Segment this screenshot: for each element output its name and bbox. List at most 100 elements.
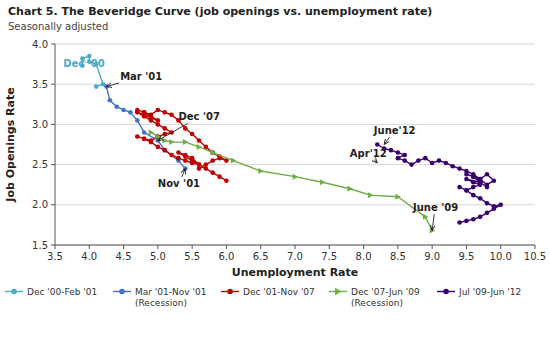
marker	[347, 186, 352, 192]
legend-label: Dec '07-Jun '09(Recession)	[351, 287, 420, 308]
marker	[464, 188, 469, 193]
tick-label: 4.5	[116, 251, 132, 262]
tick-mark	[51, 245, 55, 246]
marker	[423, 156, 428, 161]
marker	[396, 156, 401, 161]
marker	[135, 110, 140, 115]
annotation-text: Nov '01	[158, 178, 200, 189]
marker	[169, 112, 174, 117]
marker	[149, 129, 154, 135]
marker	[457, 185, 462, 190]
tick-mark	[123, 245, 124, 249]
marker	[224, 178, 229, 183]
annotation-arrow	[158, 123, 188, 140]
tick-label: 9.0	[424, 251, 440, 262]
legend-label-line: Dec '00-Feb '01	[27, 287, 97, 297]
marker	[197, 162, 202, 167]
marker	[183, 139, 188, 145]
annotation-text: Dec '07	[178, 111, 220, 122]
tick-label: 4.0	[81, 251, 97, 262]
tick-mark	[192, 245, 193, 249]
marker	[409, 162, 414, 167]
marker	[478, 177, 483, 182]
tick-mark	[51, 164, 55, 165]
legend-label-line: Dec '07-Jun '09	[351, 287, 420, 297]
marker	[464, 169, 469, 174]
annotations: Dec '00Mar '01Dec '07Nov '01June'12Apr'1…	[63, 58, 458, 231]
marker	[135, 134, 140, 139]
marker	[119, 289, 125, 295]
marker	[183, 126, 188, 131]
grid-line	[55, 164, 535, 165]
tick-label: 8.5	[390, 251, 406, 262]
marker	[135, 118, 140, 123]
legend-label-line: (Recession)	[351, 298, 403, 308]
legend-label-line: Dec '01-Nov '07	[243, 287, 315, 297]
legend-label-line: (Recession)	[135, 298, 187, 308]
annotation-text: Dec '00	[63, 58, 105, 69]
grid-line	[55, 204, 535, 205]
marker	[478, 196, 483, 201]
marker	[450, 164, 455, 169]
marker	[396, 150, 401, 155]
tick-mark	[89, 245, 90, 249]
marker	[210, 170, 215, 175]
marker	[389, 148, 394, 153]
tick-label: 3.5	[32, 79, 48, 90]
tick-mark	[157, 245, 158, 249]
tick-label: 6.0	[218, 251, 234, 262]
tick-label: 3.0	[32, 119, 48, 130]
marker	[176, 156, 181, 161]
marker	[210, 158, 215, 163]
tick-mark	[397, 245, 398, 249]
marker	[478, 177, 483, 182]
series-line	[137, 110, 226, 181]
marker	[197, 138, 202, 143]
tick-label: 5.0	[150, 251, 166, 262]
marker	[471, 180, 476, 185]
tick-label: 6.5	[253, 251, 269, 262]
marker	[204, 162, 209, 167]
marker	[437, 158, 442, 163]
tick-label: 10.5	[524, 251, 546, 262]
marker	[142, 137, 147, 142]
marker	[464, 219, 469, 224]
marker	[320, 179, 325, 185]
marker	[197, 144, 202, 150]
marker	[94, 84, 99, 89]
marker	[190, 158, 195, 163]
marker	[156, 122, 161, 127]
marker	[176, 150, 181, 155]
marker	[423, 214, 428, 220]
tick-mark	[363, 245, 364, 249]
marker	[402, 153, 407, 158]
marker	[108, 98, 113, 103]
tick-label: 1.5	[32, 240, 48, 251]
legend-label: Dec '01-Nov '07	[243, 287, 315, 297]
tick-mark	[432, 245, 433, 249]
tick-label: 10.0	[490, 251, 512, 262]
legend-label: Mar '01-Nov '01(Recession)	[135, 287, 206, 308]
marker	[142, 114, 147, 119]
tick-label: 8.0	[356, 251, 372, 262]
tick-mark	[226, 245, 227, 249]
marker	[485, 172, 490, 177]
tick-label: 2.5	[32, 159, 48, 170]
tick-mark	[51, 204, 55, 205]
marker	[197, 166, 202, 171]
tick-label: 7.0	[287, 251, 303, 262]
legend-label: Dec '00-Feb '01	[27, 287, 97, 297]
marker	[162, 148, 167, 153]
marker	[155, 133, 160, 139]
marker	[210, 150, 215, 156]
annotation-text: Mar '01	[120, 71, 162, 82]
tick-label: 9.5	[458, 251, 474, 262]
marker	[162, 148, 167, 153]
marker	[471, 172, 476, 177]
marker	[368, 192, 373, 198]
marker	[335, 288, 342, 295]
marker	[498, 203, 503, 208]
marker	[190, 132, 195, 137]
annotation-arrow	[432, 214, 434, 230]
marker	[485, 201, 490, 206]
